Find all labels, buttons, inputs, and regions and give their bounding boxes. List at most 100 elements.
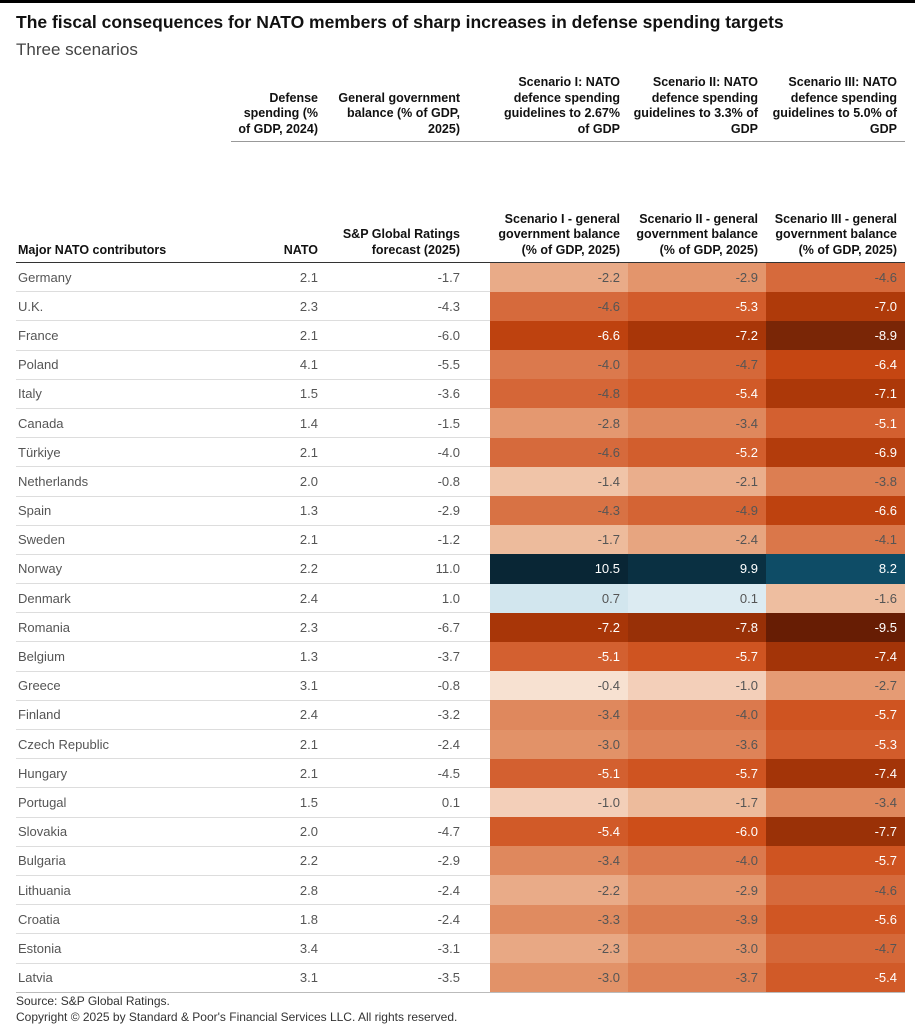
table-row: Belgium 1.3 -3.7 -5.1 -5.7 -7.4	[16, 641, 905, 672]
heat-cell: -4.6	[766, 875, 905, 905]
heat-cell: -3.0	[628, 933, 766, 963]
table-row: Latvia 3.1 -3.5 -3.0 -3.7 -5.4	[16, 963, 905, 993]
cell: U.K.	[16, 291, 231, 322]
table-row: Bulgaria 2.2 -2.9 -3.4 -4.0 -5.7	[16, 846, 905, 876]
heat-cell: -7.7	[766, 817, 905, 847]
table-row: Czech Republic 2.1 -2.4 -3.0 -3.6 -5.3	[16, 729, 905, 760]
cell: Portugal	[16, 787, 231, 818]
cell: 2.8	[231, 875, 326, 906]
group-header: Scenario I: NATO defence spending guidel…	[490, 58, 628, 142]
column-header: Major NATO contributors	[16, 168, 231, 263]
cell: -2.4	[326, 729, 490, 760]
cell: -4.0	[326, 437, 490, 468]
table-row: Portugal 1.5 0.1 -1.0 -1.7 -3.4	[16, 787, 905, 818]
table-row: Greece 3.1 -0.8 -0.4 -1.0 -2.7	[16, 671, 905, 701]
heat-cell: -4.8	[490, 379, 628, 409]
cell: 0.1	[326, 787, 490, 818]
table-row: Spain 1.3 -2.9 -4.3 -4.9 -6.6	[16, 496, 905, 526]
heat-cell: -5.1	[490, 758, 628, 788]
cell: Poland	[16, 350, 231, 380]
table-row: Sweden 2.1 -1.2 -1.7 -2.4 -4.1	[16, 525, 905, 555]
heat-cell: -2.7	[766, 671, 905, 701]
cell: -3.1	[326, 933, 490, 964]
heat-cell: -5.4	[766, 963, 905, 993]
cell: Slovakia	[16, 817, 231, 847]
group-header: Scenario III: NATO defence spending guid…	[766, 58, 905, 142]
cell: 1.4	[231, 408, 326, 439]
column-header: Scenario II - general government balance…	[628, 168, 766, 263]
column-header-row: Major NATO contributors NATO S&P Global Ra…	[16, 168, 905, 263]
cell: 3.1	[231, 671, 326, 701]
heat-cell: -3.8	[766, 466, 905, 496]
cell: 2.0	[231, 817, 326, 847]
table-row: Hungary 2.1 -4.5 -5.1 -5.7 -7.4	[16, 758, 905, 789]
heat-cell: 8.2	[766, 554, 905, 584]
cell: Italy	[16, 379, 231, 409]
table-row: France 2.1 -6.0 -6.6 -7.2 -8.9	[16, 320, 905, 351]
heat-cell: -1.4	[490, 466, 628, 496]
heat-cell: -4.1	[766, 525, 905, 555]
cell: Sweden	[16, 525, 231, 555]
column-header: S&P Global Ratings forecast (2025)	[326, 168, 490, 263]
heat-cell: 9.9	[628, 554, 766, 584]
table: Defense spending (% of GDP, 2024) General…	[16, 58, 905, 993]
heat-cell: -4.7	[766, 933, 905, 963]
heat-cell: -7.2	[628, 320, 766, 351]
heat-cell: -4.0	[628, 700, 766, 730]
heat-cell: -9.5	[766, 612, 905, 642]
heat-cell: -5.2	[628, 437, 766, 467]
heat-cell: -2.9	[628, 875, 766, 905]
heat-cell: -4.0	[628, 846, 766, 876]
cell: -2.4	[326, 904, 490, 935]
cell: -3.6	[326, 379, 490, 409]
cell: -1.2	[326, 525, 490, 555]
cell: Netherlands	[16, 466, 231, 497]
heat-cell: -3.0	[490, 729, 628, 759]
heat-cell: -7.4	[766, 641, 905, 672]
cell: -1.5	[326, 408, 490, 439]
heat-cell: -7.8	[628, 612, 766, 642]
table-row: Lithuania 2.8 -2.4 -2.2 -2.9 -4.6	[16, 875, 905, 906]
group-header-row: Defense spending (% of GDP, 2024) General…	[16, 58, 905, 142]
cell: France	[16, 320, 231, 351]
heat-cell: -7.2	[490, 612, 628, 642]
heat-cell: -3.0	[490, 963, 628, 993]
column-header: Scenario III - general government balanc…	[766, 168, 905, 263]
cell: 1.3	[231, 641, 326, 672]
heat-cell: -5.6	[766, 904, 905, 934]
cell: Germany	[16, 262, 231, 293]
cell: 1.0	[326, 583, 490, 614]
cell: -0.8	[326, 466, 490, 497]
cell: -2.9	[326, 846, 490, 876]
cell: Denmark	[16, 583, 231, 614]
heat-cell: -1.7	[490, 525, 628, 555]
heat-cell: -4.6	[766, 262, 905, 292]
cell: Romania	[16, 612, 231, 643]
cell: 2.1	[231, 320, 326, 351]
heat-cell: -2.9	[628, 262, 766, 292]
heat-cell: -4.6	[490, 437, 628, 467]
heat-cell: -5.7	[766, 846, 905, 876]
heat-cell: -2.2	[490, 262, 628, 292]
heat-cell: -0.4	[490, 671, 628, 701]
heat-cell: -5.3	[766, 729, 905, 759]
table-row: Denmark 2.4 1.0 0.7 0.1 -1.6	[16, 583, 905, 614]
cell: Czech Republic	[16, 729, 231, 760]
table-row: Italy 1.5 -3.6 -4.8 -5.4 -7.1	[16, 379, 905, 409]
group-header: Defense spending (% of GDP, 2024)	[231, 58, 326, 142]
cell: 2.1	[231, 437, 326, 468]
cell: Finland	[16, 700, 231, 731]
heat-cell: -3.9	[628, 904, 766, 934]
cell: -3.2	[326, 700, 490, 731]
cell: 2.1	[231, 758, 326, 789]
cell: 2.3	[231, 291, 326, 322]
cell: Belgium	[16, 641, 231, 672]
source: Source: S&P Global Ratings.	[16, 994, 170, 1008]
heat-cell: -5.4	[628, 379, 766, 409]
heat-cell: -2.1	[628, 466, 766, 496]
heat-cell: -6.6	[490, 320, 628, 351]
heat-cell: -4.3	[490, 496, 628, 526]
cell: 2.1	[231, 262, 326, 293]
heat-cell: -2.8	[490, 408, 628, 438]
